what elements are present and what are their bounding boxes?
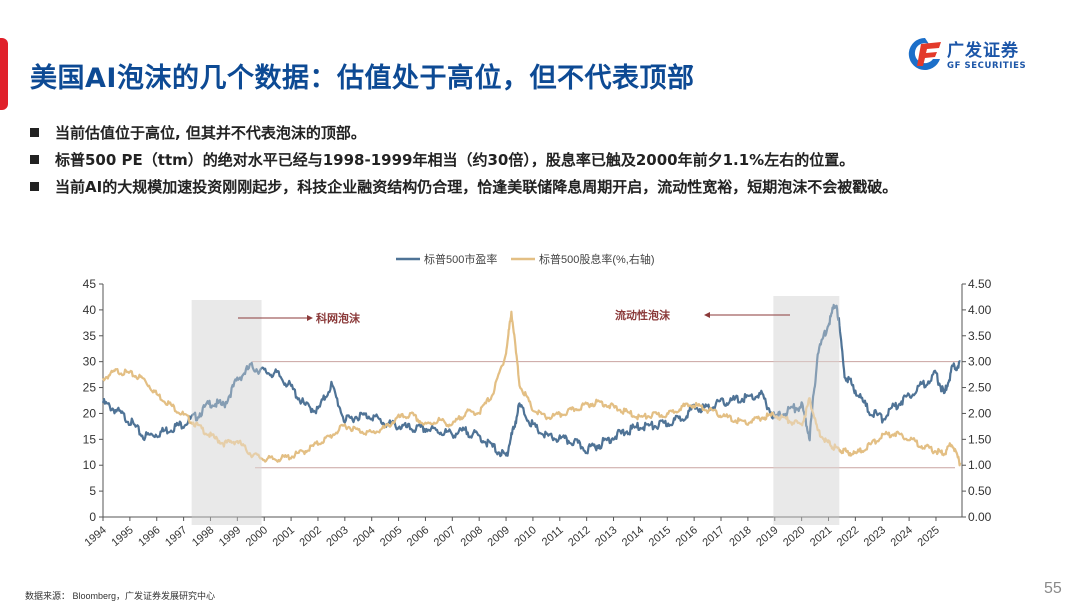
x-tick-label: 2004 [351, 524, 377, 549]
x-tick-label: 2015 [647, 524, 673, 549]
bullet-item: 当前AI的大规模加速投资刚刚起步，科技企业融资结构仍合理，恰逢美联储降息周期开启… [30, 176, 1080, 203]
y-right-tick-label: 4.00 [968, 303, 992, 317]
x-tick-label: 2025 [915, 524, 941, 549]
logo-text-cn: 广发证券 [947, 41, 1019, 61]
y-left-tick-label: 10 [83, 458, 97, 472]
x-tick-label: 2022 [835, 524, 861, 549]
y-left-tick-label: 20 [83, 406, 97, 420]
y-left-tick-label: 0 [89, 510, 96, 524]
bullet-item: 标普500 PE（ttm）的绝对水平已经与1998-1999年相当（约30倍），… [30, 149, 1080, 176]
x-tick-label: 1995 [109, 524, 135, 549]
bullet-item: 当前估值位于高位, 但其并不代表泡沫的顶部。 [30, 122, 1080, 149]
x-tick-label: 2002 [297, 524, 323, 549]
x-tick-label: 2006 [405, 524, 431, 549]
x-tick-label: 2017 [700, 524, 726, 549]
dividend-yield-line [102, 310, 962, 467]
x-tick-label: 2019 [754, 524, 780, 549]
chart-series [101, 303, 962, 467]
x-tick-label: 2007 [432, 524, 458, 549]
legend-dividend-label: 标普500股息率(%,右轴) [539, 252, 655, 266]
x-tick-label: 1997 [163, 524, 189, 549]
x-tick-label: 2011 [540, 524, 566, 548]
x-tick-label: 1994 [82, 524, 108, 549]
chart-legend: 标普500市盈率 标普500股息率(%,右轴) [396, 252, 655, 266]
y-left-tick-label: 45 [83, 277, 97, 291]
y-right-tick-label: 0.00 [968, 510, 992, 524]
y-left-tick-label: 40 [83, 303, 97, 317]
bullet-square-icon [30, 182, 39, 191]
y-left-tick-label: 35 [83, 329, 97, 343]
y-left-tick-label: 30 [83, 355, 97, 369]
bullet-square-icon [30, 155, 39, 164]
x-tick-label: 2012 [566, 524, 592, 549]
y-left-tick-label: 5 [89, 484, 96, 498]
x-tick-label: 1996 [136, 524, 162, 549]
page-number: 55 [1044, 580, 1062, 597]
gf-logo-icon [908, 37, 941, 70]
title-accent-bar [0, 38, 8, 110]
y-right-tick-label: 0.50 [968, 484, 992, 498]
arrow-left-icon [704, 312, 710, 318]
y-left-tick-label: 15 [83, 432, 97, 446]
x-tick-label: 2021 [808, 524, 834, 549]
reference-lines [252, 361, 960, 469]
chart-annotations: 科网泡沫 流动性泡沫 [191, 296, 840, 525]
x-tick-label: 2016 [674, 524, 700, 549]
bullet-list: 当前估值位于高位, 但其并不代表泡沫的顶部。 标普500 PE（ttm）的绝对水… [30, 122, 1080, 203]
y-right-tick-label: 3.50 [968, 329, 992, 343]
y-right-tick-label: 3.00 [968, 355, 992, 369]
x-tick-label: 2000 [244, 524, 270, 549]
bubble-shaded-regions [191, 296, 840, 525]
x-tick-label: 2014 [620, 524, 646, 549]
x-tick-label: 2008 [459, 524, 485, 549]
arrow-right-icon [307, 315, 313, 321]
y-right-tick-label: 2.00 [968, 406, 992, 420]
x-tick-label: 2023 [862, 524, 888, 549]
x-tick-label: 2001 [271, 524, 297, 549]
page-title: 美国AI泡沫的几个数据：估值处于高位，但不代表顶部 [30, 63, 695, 94]
y-right-tick-label: 1.50 [968, 432, 992, 446]
x-tick-label: 2003 [324, 524, 350, 549]
data-source-note: 数据来源： Bloomberg，广发证券发展研究中心 [25, 591, 216, 601]
x-tick-label: 2018 [727, 524, 753, 549]
x-tick-label: 2005 [378, 524, 404, 549]
x-tick-label: 2024 [889, 524, 915, 549]
x-tick-label: 2013 [593, 524, 619, 549]
x-tick-label: 1998 [190, 524, 216, 549]
company-logo: 广发证券 GF SECURITIES [907, 36, 1047, 76]
pe-dividend-chart: 0510152025303540450.000.501.001.502.002.… [82, 252, 992, 549]
x-tick-label: 2020 [781, 524, 807, 549]
x-tick-label: 2010 [512, 524, 538, 549]
x-tick-label: 2009 [486, 524, 512, 549]
y-right-tick-label: 4.50 [968, 277, 992, 291]
legend-pe-label: 标普500市盈率 [424, 252, 497, 266]
annotation-dotcom-bubble: 科网泡沫 [316, 311, 361, 325]
y-right-tick-label: 2.50 [968, 381, 992, 395]
pe-ratio-line [101, 303, 961, 458]
logo-text-en: GF SECURITIES [947, 61, 1027, 71]
bullet-square-icon [30, 128, 39, 137]
y-right-tick-label: 1.00 [968, 458, 992, 472]
y-left-tick-label: 25 [83, 381, 97, 395]
annotation-liquidity-bubble: 流动性泡沫 [615, 308, 671, 322]
shade-region [191, 300, 262, 525]
x-tick-label: 1999 [217, 524, 243, 549]
